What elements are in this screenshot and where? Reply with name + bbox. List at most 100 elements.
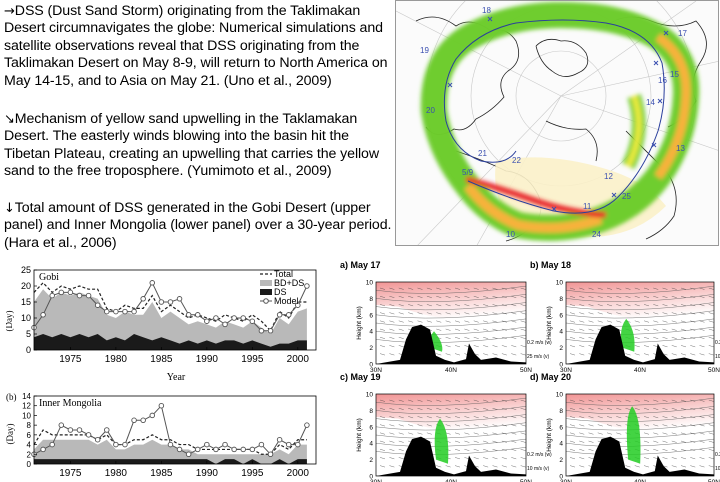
wind-vector <box>483 424 489 427</box>
wind-vector <box>708 345 714 348</box>
terrain <box>376 436 526 476</box>
wind-vector <box>588 304 594 307</box>
wind-vector <box>483 353 489 356</box>
wind-vector <box>483 399 489 402</box>
wind-vector <box>606 432 613 435</box>
wind-vector <box>379 416 386 419</box>
wind-vector <box>454 408 461 410</box>
wind-vector <box>690 399 696 402</box>
y-tick-label: 6 <box>559 312 563 319</box>
wind-vector <box>643 449 650 451</box>
wind-vector <box>616 408 622 410</box>
wind-vector <box>520 287 526 290</box>
wind-vector <box>690 440 696 443</box>
wind-vector <box>606 296 613 298</box>
model-point <box>40 312 46 318</box>
horizontal-scale-label: 10 m/s (v) <box>715 466 720 472</box>
model-point <box>231 446 237 453</box>
wind-vector <box>597 416 603 419</box>
upwelling-plume <box>626 406 641 464</box>
wind-vector <box>662 416 668 419</box>
wind-vector <box>671 337 677 339</box>
model-point <box>40 446 46 453</box>
gobi-ylabel: (Day) <box>6 311 14 332</box>
wind-vector <box>389 337 395 339</box>
paragraph-3-text: Total amount of DSS generated in the Gob… <box>4 200 392 251</box>
wind-vector <box>643 328 650 331</box>
wind-vector <box>653 399 659 402</box>
wind-vector <box>492 440 498 443</box>
wind-vector <box>389 287 395 290</box>
wind-vector <box>699 296 705 298</box>
wind-vector <box>588 399 594 402</box>
wind-vector <box>690 328 696 331</box>
wind-vector <box>398 296 404 298</box>
wind-vector <box>680 296 687 298</box>
wind-vector <box>398 432 404 435</box>
model-point <box>240 446 246 453</box>
wind-vector <box>445 304 451 307</box>
wind-vector <box>708 416 714 419</box>
wind-vector <box>379 328 386 331</box>
wind-vector <box>643 416 650 419</box>
wind-vector <box>511 353 517 356</box>
wind-vector <box>379 399 386 402</box>
wind-vector <box>417 320 423 323</box>
wind-vector <box>445 399 451 402</box>
wind-vector <box>436 408 442 410</box>
x-tick-label: 1975 <box>59 354 82 365</box>
wind-vector <box>671 345 677 348</box>
gobi-total-line <box>33 281 307 332</box>
wind-vector <box>625 287 631 290</box>
wind-vector <box>483 432 489 435</box>
model-point <box>222 441 228 448</box>
wind-vector <box>492 457 498 460</box>
wind-vector <box>616 399 622 402</box>
wind-vector <box>379 296 386 298</box>
wind-vector <box>579 432 585 435</box>
y-tick-label: 0 <box>559 474 563 481</box>
wind-vector <box>417 296 423 298</box>
wind-vector <box>436 320 442 323</box>
wind-vector <box>643 320 650 323</box>
x-tick-label: 1990 <box>196 468 219 479</box>
wind-vector <box>680 432 687 435</box>
gobi-chart-svg: 0 5 10 15 20 25 1975 1980 1985 1990 1995 2000 (Day… <box>6 265 317 383</box>
model-point <box>295 302 301 308</box>
gobi-ds-area <box>34 334 307 350</box>
vertical-scale-label: 0.2 m/s (w) <box>527 452 552 458</box>
wind-vector <box>445 345 451 348</box>
wind-vector <box>616 312 622 315</box>
wind-vector <box>389 353 395 356</box>
wind-vector <box>579 328 585 331</box>
wind-vector <box>690 337 696 339</box>
wind-vector <box>616 320 622 323</box>
wind-vector <box>379 440 386 443</box>
wind-vector <box>501 328 507 331</box>
wind-vector <box>671 320 677 323</box>
wind-vector <box>569 328 576 331</box>
wind-vector <box>445 353 451 356</box>
wind-vector <box>379 345 386 348</box>
wind-vector <box>671 408 677 410</box>
wind-vector <box>483 440 489 443</box>
day-label: 14 <box>646 98 655 107</box>
wind-vector <box>588 457 594 460</box>
wind-vector <box>408 287 414 290</box>
wind-vector <box>492 287 498 290</box>
wind-vector <box>389 424 395 427</box>
wind-vector <box>511 345 517 348</box>
wind-vector <box>473 312 479 315</box>
wind-vector <box>643 432 650 435</box>
wind-vector <box>662 328 668 331</box>
wind-vector <box>501 465 507 468</box>
x-tick-label: 40N <box>445 367 457 374</box>
x-tick-label: 50N <box>708 479 720 482</box>
wind-vector <box>625 353 631 356</box>
wind-vector <box>436 399 442 402</box>
panel-frame <box>375 393 527 477</box>
wind-vector <box>569 353 576 356</box>
wind-vector <box>690 416 696 419</box>
x-tick-label: 30N <box>370 367 382 374</box>
wind-vector <box>579 408 585 410</box>
